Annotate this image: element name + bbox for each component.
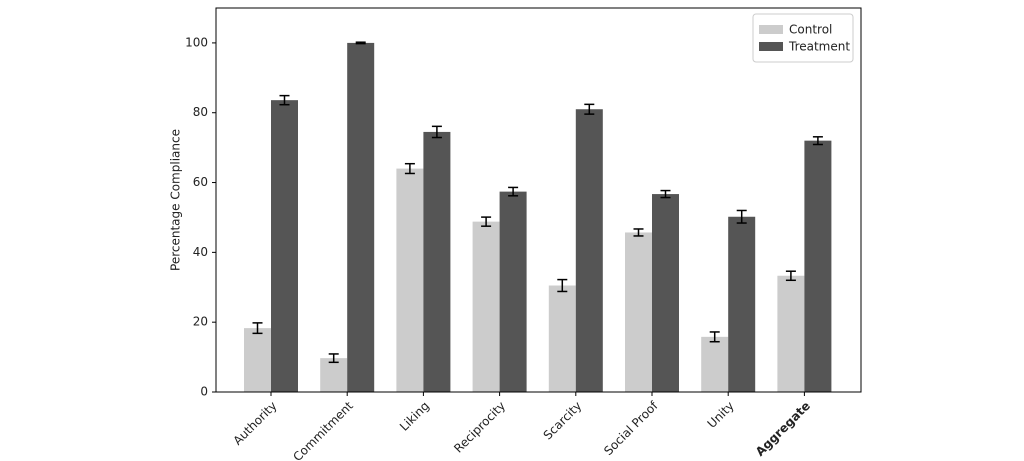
bar (472, 221, 500, 392)
bar (271, 100, 298, 392)
bar (625, 232, 652, 392)
x-tick-label: Commitment (290, 398, 356, 461)
bar (804, 140, 832, 392)
error-bar (660, 189, 671, 199)
bar (320, 358, 348, 392)
bar (244, 328, 271, 392)
error-bar (812, 136, 823, 146)
error-bar (481, 216, 492, 227)
error-bar (633, 228, 644, 237)
bar (347, 42, 375, 393)
legend-text: Treatment (788, 40, 850, 54)
x-tick-label: Scarcity (541, 399, 585, 443)
plot-frame (215, 7, 862, 393)
bar (652, 194, 679, 392)
x-tick-label: Reciprocity (451, 399, 508, 456)
x-tick-label: Liking (397, 399, 432, 434)
error-bar (404, 162, 415, 175)
bar (701, 336, 729, 392)
y-tick-label: 20 (193, 315, 208, 329)
bar (499, 191, 527, 392)
legend-swatch (759, 42, 783, 51)
error-bar (328, 353, 339, 364)
error-bar (557, 278, 568, 293)
error-bar (785, 270, 796, 282)
y-axis-label: Percentage Compliance (169, 129, 183, 271)
y-tick-label: 100 (185, 35, 208, 49)
bar (548, 285, 576, 392)
x-tick-label: Unity (705, 399, 737, 431)
legend-text: Control (789, 23, 832, 37)
bar (575, 109, 603, 393)
error-bar (584, 103, 595, 115)
legend-swatch (759, 25, 783, 34)
bar (728, 216, 756, 392)
error-bar (709, 331, 720, 343)
error-bar (736, 209, 747, 224)
legend-box (752, 13, 854, 63)
y-tick-label: 0 (200, 385, 208, 399)
y-tick-label: 60 (193, 175, 208, 189)
x-tick-label: Aggregate (753, 399, 813, 459)
bar (777, 275, 805, 392)
error-bar (431, 125, 442, 139)
y-tick-label: 40 (193, 245, 208, 259)
error-bar (279, 94, 290, 106)
error-bar (508, 186, 519, 197)
bar (396, 168, 424, 392)
x-tick-label: Authority (230, 399, 279, 448)
bar (423, 131, 451, 392)
error-bar (252, 322, 263, 335)
y-tick-label: 80 (193, 105, 208, 119)
error-bar (355, 41, 366, 45)
x-tick-label: Social Proof (601, 398, 661, 458)
